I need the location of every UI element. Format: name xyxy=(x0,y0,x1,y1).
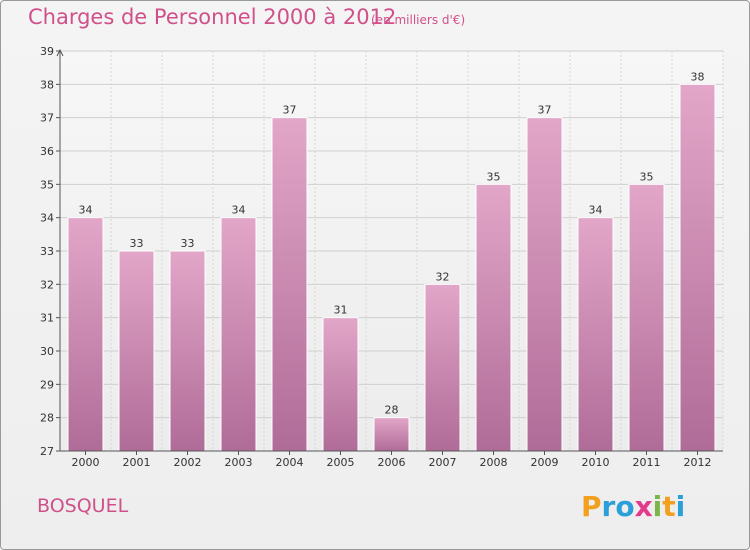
y-tick-label: 27 xyxy=(40,445,54,458)
bar xyxy=(271,117,308,452)
bar-value-label: 37 xyxy=(283,104,297,117)
y-tick-label: 37 xyxy=(40,112,54,125)
logo-letter: o xyxy=(615,490,635,523)
bar xyxy=(67,217,104,452)
chart-subtitle: (en milliers d'€) xyxy=(371,13,466,27)
x-tick-label: 2002 xyxy=(174,456,202,469)
chart-title: Charges de Personnel 2000 à 2012 xyxy=(28,5,397,29)
bar xyxy=(373,417,410,452)
bar xyxy=(322,317,359,452)
logo-letter: t xyxy=(662,490,676,523)
y-axis-arrow xyxy=(56,48,64,57)
bar xyxy=(424,283,461,452)
x-tick-label: 2003 xyxy=(225,456,253,469)
bar xyxy=(526,117,563,452)
x-tick-label: 2012 xyxy=(684,456,712,469)
bar xyxy=(577,217,614,452)
bar-value-label: 37 xyxy=(538,104,552,117)
bar-value-label: 34 xyxy=(589,204,603,217)
x-tick-label: 2007 xyxy=(429,456,457,469)
bar-value-label: 33 xyxy=(181,237,195,250)
bar-value-label: 33 xyxy=(130,237,144,250)
y-tick-label: 34 xyxy=(40,212,54,225)
bar-value-label: 28 xyxy=(385,404,399,417)
x-tick-label: 2009 xyxy=(531,456,559,469)
logo-letter: i xyxy=(675,490,686,523)
y-tick-label: 31 xyxy=(40,312,54,325)
bar-value-label: 38 xyxy=(691,70,705,83)
x-tick-label: 2004 xyxy=(276,456,304,469)
y-tick-label: 39 xyxy=(40,45,54,58)
bar xyxy=(169,250,206,452)
x-tick-label: 2005 xyxy=(327,456,355,469)
commune-name: BOSQUEL xyxy=(37,495,129,517)
y-tick-label: 29 xyxy=(40,378,54,391)
bar xyxy=(220,217,257,452)
bar-value-label: 32 xyxy=(436,270,450,283)
logo-letter: x xyxy=(634,490,653,523)
x-tick-label: 2006 xyxy=(378,456,406,469)
x-tick-label: 2010 xyxy=(582,456,610,469)
proxiti-logo: Proxiti xyxy=(581,490,685,523)
y-tick-label: 28 xyxy=(40,412,54,425)
y-tick-label: 36 xyxy=(40,145,54,158)
bar-value-label: 34 xyxy=(232,204,246,217)
bar-value-label: 31 xyxy=(334,304,348,317)
y-tick-label: 38 xyxy=(40,78,54,91)
x-tick-label: 2011 xyxy=(633,456,661,469)
logo-letter: r xyxy=(601,490,616,523)
bar xyxy=(118,250,155,452)
y-tick-label: 32 xyxy=(40,278,54,291)
x-tick-label: 2008 xyxy=(480,456,508,469)
y-tick-label: 35 xyxy=(40,178,54,191)
y-tick-label: 33 xyxy=(40,245,54,258)
x-tick-label: 2001 xyxy=(123,456,151,469)
y-tick-label: 30 xyxy=(40,345,54,358)
logo-letter: P xyxy=(581,490,602,523)
bar-value-label: 34 xyxy=(79,204,93,217)
bar xyxy=(679,83,716,452)
bar xyxy=(475,183,512,452)
x-tick-label: 2000 xyxy=(72,456,100,469)
logo-letter: i xyxy=(652,490,663,523)
bar-value-label: 35 xyxy=(640,170,654,183)
bar-value-label: 35 xyxy=(487,170,501,183)
bar xyxy=(628,183,665,452)
